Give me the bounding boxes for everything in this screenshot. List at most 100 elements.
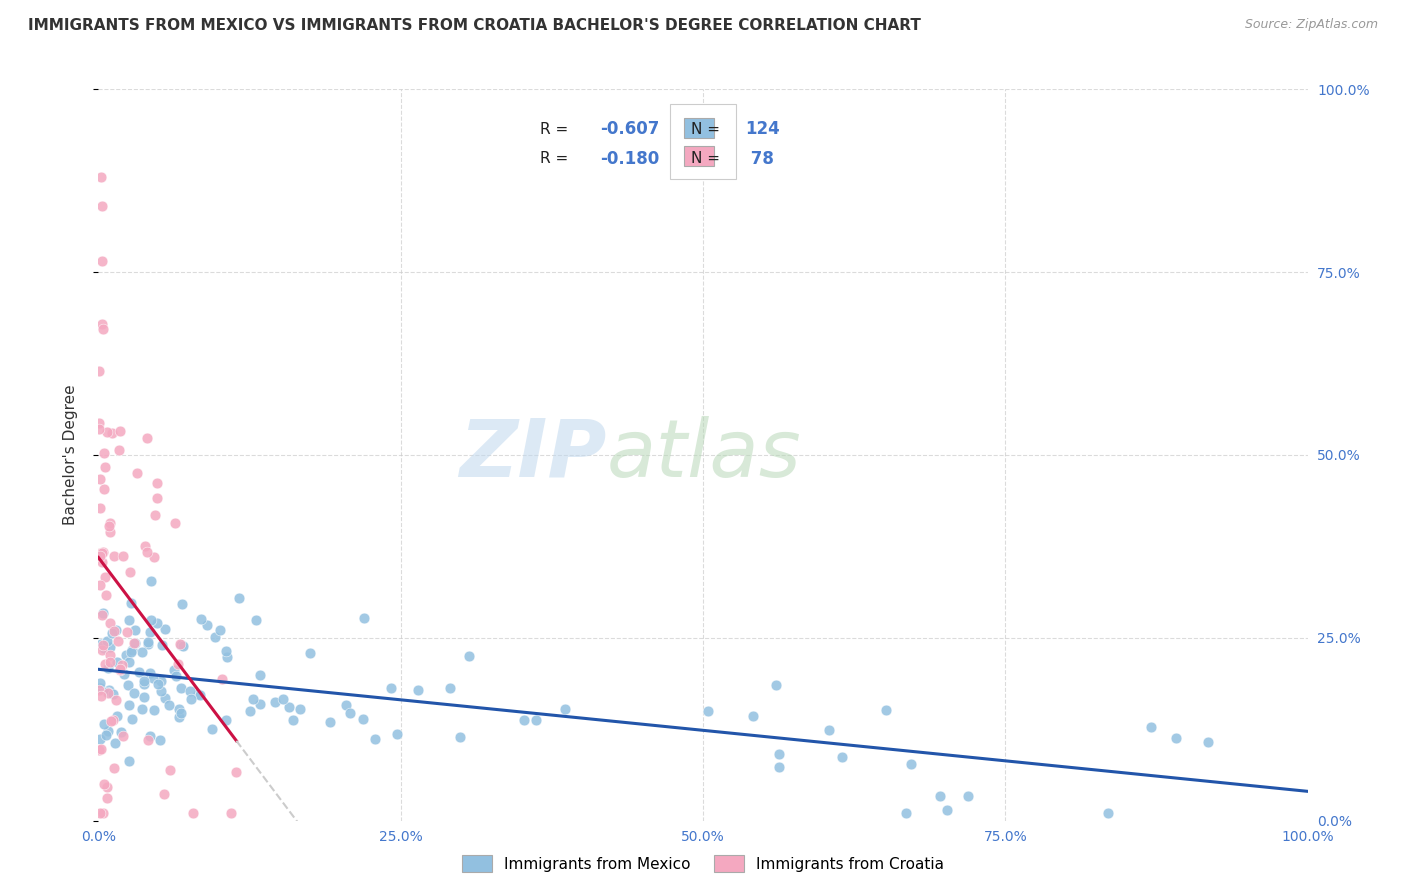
Y-axis label: Bachelor's Degree: Bachelor's Degree xyxy=(63,384,77,525)
Point xyxy=(89,732,111,747)
Point xyxy=(128,665,150,679)
Point xyxy=(90,317,112,331)
Point xyxy=(831,750,853,764)
Point xyxy=(91,806,114,821)
Point xyxy=(91,643,114,657)
Point xyxy=(131,702,153,716)
Point xyxy=(89,806,111,821)
Point xyxy=(134,674,156,689)
Point xyxy=(104,623,127,637)
Point xyxy=(277,699,299,714)
Point xyxy=(101,425,124,440)
Point xyxy=(91,254,114,268)
Point xyxy=(90,546,112,560)
Point xyxy=(211,672,233,686)
Point xyxy=(87,364,110,378)
Point xyxy=(201,722,224,736)
Point xyxy=(167,702,190,716)
Text: IMMIGRANTS FROM MEXICO VS IMMIGRANTS FROM CROATIA BACHELOR'S DEGREE CORRELATION : IMMIGRANTS FROM MEXICO VS IMMIGRANTS FRO… xyxy=(28,18,921,33)
Point xyxy=(197,618,219,632)
Point xyxy=(1197,735,1219,749)
Point xyxy=(120,645,142,659)
Point xyxy=(138,666,160,681)
Point xyxy=(928,789,950,804)
Text: N =: N = xyxy=(690,151,724,166)
Point xyxy=(104,736,127,750)
Point xyxy=(89,422,111,436)
Point xyxy=(118,655,141,669)
Point xyxy=(107,708,129,723)
Point xyxy=(96,780,118,794)
Point xyxy=(91,199,114,213)
Point xyxy=(101,713,124,727)
Point xyxy=(103,624,125,639)
Point xyxy=(124,635,146,649)
Point xyxy=(112,666,135,681)
Point xyxy=(96,728,118,742)
Point xyxy=(93,446,115,460)
Point xyxy=(204,630,226,644)
Point xyxy=(170,706,193,720)
Point xyxy=(93,482,115,496)
Point xyxy=(101,687,124,701)
Point xyxy=(96,686,118,700)
Point xyxy=(122,636,145,650)
Point xyxy=(98,648,121,662)
Point xyxy=(363,732,385,747)
Point xyxy=(817,723,839,738)
Point xyxy=(89,681,111,695)
Point xyxy=(110,725,132,739)
Point xyxy=(380,681,402,696)
Point xyxy=(149,673,172,688)
Point xyxy=(225,764,247,779)
Point xyxy=(108,663,131,677)
Point xyxy=(103,761,125,775)
Point xyxy=(97,723,120,738)
Point xyxy=(353,611,375,625)
Point xyxy=(94,588,117,602)
Point xyxy=(139,729,162,743)
Point xyxy=(153,690,176,705)
Point xyxy=(141,613,163,627)
Point xyxy=(107,634,129,648)
Point xyxy=(132,690,155,704)
Point xyxy=(165,516,187,530)
Point xyxy=(136,637,159,651)
Point xyxy=(98,516,121,531)
Point xyxy=(150,638,173,652)
Text: N =: N = xyxy=(690,122,724,137)
Point xyxy=(765,678,787,692)
Point xyxy=(93,640,115,655)
Point xyxy=(93,717,115,731)
Point xyxy=(98,524,121,539)
Point xyxy=(89,676,111,690)
Point xyxy=(90,637,112,651)
Point xyxy=(188,688,211,702)
Point xyxy=(319,715,342,730)
Point xyxy=(100,640,122,654)
Point xyxy=(163,663,186,677)
Point xyxy=(145,491,167,506)
Point xyxy=(138,624,160,639)
Point xyxy=(187,687,209,701)
Point xyxy=(96,425,118,440)
Point xyxy=(96,684,118,698)
Point xyxy=(768,760,790,774)
Point xyxy=(117,678,139,692)
Point xyxy=(108,663,131,677)
Text: R =: R = xyxy=(540,122,572,137)
Point xyxy=(111,730,134,744)
Point xyxy=(406,682,429,697)
Point xyxy=(180,692,202,706)
Point xyxy=(98,655,121,669)
Point xyxy=(90,169,112,184)
Point xyxy=(98,683,121,698)
Point xyxy=(89,472,111,486)
Point xyxy=(449,730,471,744)
Point xyxy=(181,806,204,821)
Point xyxy=(159,763,181,777)
Point xyxy=(103,549,125,564)
Point xyxy=(89,546,111,560)
Point xyxy=(172,639,194,653)
Point xyxy=(115,648,138,662)
